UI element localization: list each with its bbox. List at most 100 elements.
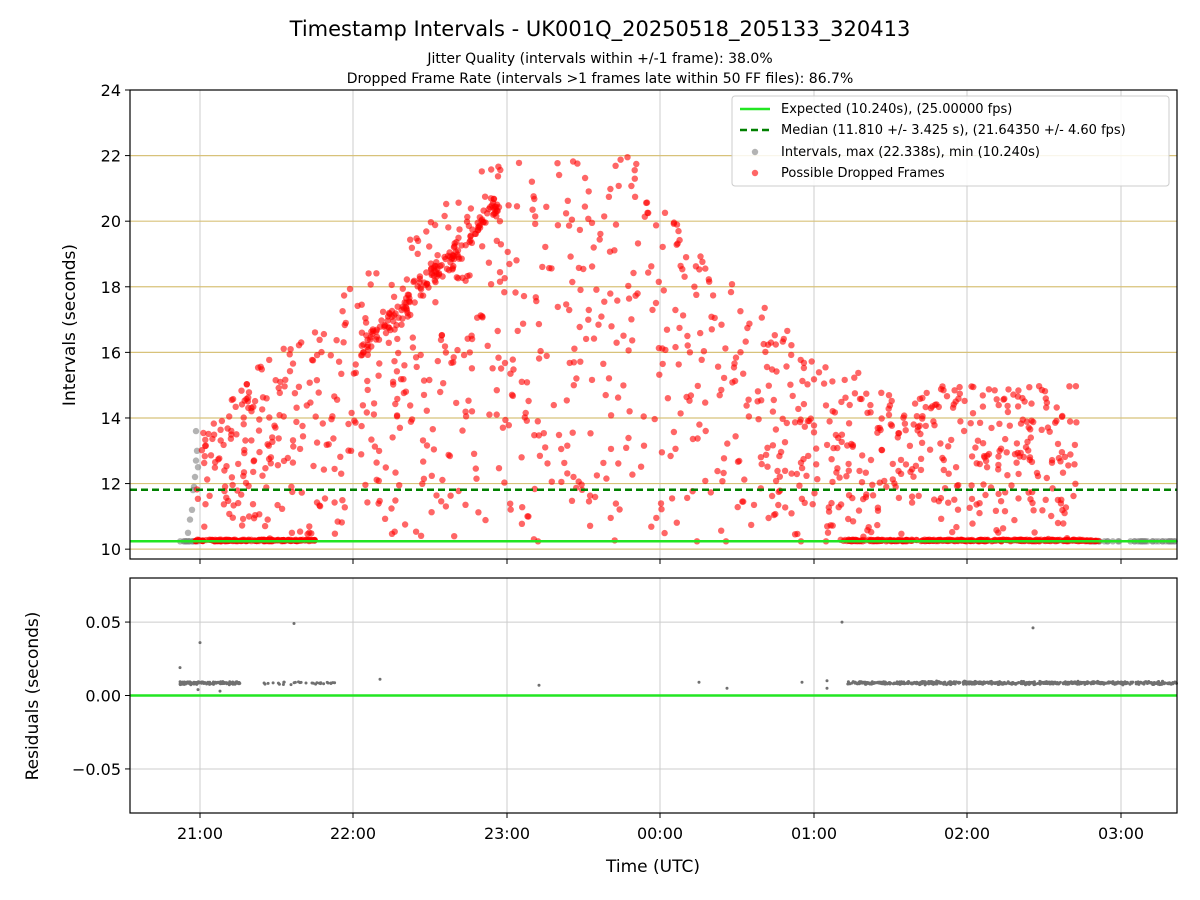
residual-point-143	[223, 681, 227, 684]
interval-point-1320	[480, 207, 487, 214]
interval-point-240	[631, 167, 638, 174]
interval-point-1096	[229, 481, 236, 489]
interval-point-557	[634, 290, 641, 297]
residual-point-176	[277, 682, 281, 686]
interval-point-552	[286, 351, 293, 358]
residual-point-170	[282, 680, 286, 684]
interval-point-156	[772, 477, 780, 485]
interval-point-576	[298, 339, 305, 346]
interval-point-1104	[1058, 449, 1066, 456]
interval-point-1016	[956, 390, 963, 397]
interval-point-225	[429, 426, 436, 433]
interval-point-948	[758, 460, 765, 468]
interval-point-417	[243, 381, 250, 388]
interval-point-350	[640, 413, 647, 420]
interval-point-848	[423, 442, 431, 449]
interval-point-358	[762, 348, 769, 356]
interval-point-898	[1027, 426, 1034, 433]
residual-point-134	[202, 682, 206, 685]
interval-point-635	[822, 364, 829, 371]
interval-point-1005	[764, 444, 771, 451]
interval-point-1214	[410, 278, 417, 286]
interval-point-799	[976, 460, 983, 468]
interval-point-591	[581, 203, 589, 210]
residual-point-522	[988, 680, 992, 684]
residual-point-168	[304, 681, 308, 685]
interval-point-771	[242, 437, 249, 444]
interval-point-1115	[714, 467, 721, 475]
interval-point-464	[822, 402, 830, 409]
interval-point-739	[995, 529, 1002, 536]
interval-point-14	[184, 529, 192, 536]
interval-point-221	[396, 482, 403, 489]
interval-point-427	[409, 334, 416, 341]
interval-point-732	[276, 389, 283, 397]
interval-point-660	[993, 396, 1000, 403]
interval-point-529	[206, 492, 213, 499]
interval-point-824	[1011, 516, 1018, 524]
interval-point-1034	[400, 389, 408, 397]
interval-point-668	[828, 456, 835, 463]
interval-point-928	[414, 250, 421, 257]
interval-point-1305	[416, 279, 423, 286]
residual-point-844	[1111, 680, 1115, 684]
interval-point-321	[772, 426, 780, 433]
interval-point-186	[684, 342, 691, 349]
residual-point-179	[333, 681, 337, 685]
interval-point-150	[496, 218, 504, 225]
interval-point-152	[256, 448, 263, 456]
interval-point-839	[608, 323, 615, 330]
interval-point-405	[245, 389, 253, 396]
interval-point-431	[296, 528, 304, 535]
interval-point-479	[1038, 426, 1045, 433]
interval-point-1043	[479, 243, 486, 250]
interval-point-752	[525, 397, 532, 405]
interval-point-1031	[996, 420, 1003, 427]
interval-point-101	[811, 490, 818, 497]
interval-point-154	[771, 332, 778, 339]
interval-point-624	[651, 415, 658, 423]
interval-point-816	[468, 332, 475, 339]
residual-point-860	[877, 681, 881, 685]
interval-point-1012	[796, 482, 803, 489]
bottom-panel-ylabel: Residuals (seconds)	[23, 612, 43, 781]
interval-point-312	[702, 427, 709, 435]
interval-point-1051	[291, 390, 299, 397]
interval-point-107	[548, 478, 555, 485]
interval-point-801	[345, 420, 352, 428]
interval-point-651	[596, 236, 603, 243]
interval-point-608	[505, 422, 512, 429]
interval-point-201	[339, 497, 346, 504]
residual-point-882	[292, 622, 296, 625]
interval-point-713	[555, 171, 563, 179]
interval-point-891	[1067, 451, 1074, 458]
interval-point-611	[810, 429, 818, 436]
interval-point-1064	[413, 235, 420, 242]
interval-point-503	[543, 203, 550, 210]
interval-point-649	[667, 452, 674, 460]
interval-point-966	[293, 404, 300, 411]
interval-point-600	[637, 463, 645, 470]
interval-point-1074	[897, 456, 905, 464]
residual-point-757	[1167, 681, 1170, 685]
interval-point-864	[809, 501, 816, 508]
interval-point-960	[697, 329, 704, 337]
interval-point-477	[337, 453, 344, 460]
legend-box	[731, 95, 1170, 187]
interval-point-1257	[404, 313, 411, 320]
interval-point-475	[734, 458, 742, 465]
interval-point-367	[708, 313, 715, 320]
interval-point-626	[968, 453, 976, 460]
interval-point-526	[1066, 383, 1073, 390]
interval-point-371	[727, 288, 735, 296]
interval-point-331	[770, 396, 777, 404]
interval-point-757	[1059, 469, 1067, 476]
interval-point-930	[417, 532, 425, 539]
interval-point-1045	[413, 363, 420, 371]
interval-point-1040	[878, 446, 885, 454]
interval-point-878	[426, 376, 433, 384]
interval-point-786	[408, 244, 416, 251]
interval-point-409	[798, 464, 806, 472]
residual-point-714	[1107, 680, 1111, 684]
interval-point-134	[922, 422, 929, 430]
